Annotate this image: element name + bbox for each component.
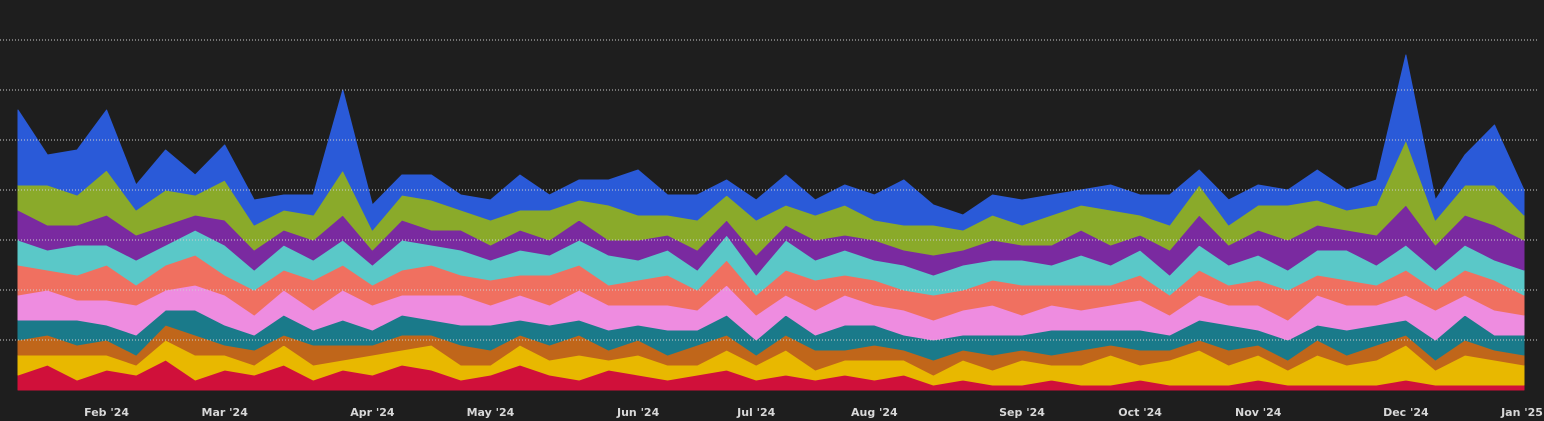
x-tick-label: Feb '24 — [84, 406, 129, 419]
x-tick-label: Jun '24 — [616, 406, 660, 419]
x-tick-label: May '24 — [467, 406, 515, 419]
x-tick-label: Aug '24 — [851, 406, 898, 419]
x-tick-label: Mar '24 — [202, 406, 249, 419]
x-tick-label: Apr '24 — [350, 406, 395, 419]
x-tick-label: Jul '24 — [736, 406, 776, 419]
x-tick-label: Oct '24 — [1118, 406, 1162, 419]
area — [17, 54, 1525, 231]
x-tick-label: Sep '24 — [999, 406, 1045, 419]
x-tick-label: Dec '24 — [1383, 406, 1429, 419]
x-tick-label: Nov '24 — [1235, 406, 1282, 419]
x-tick-label: Jan '25 — [1500, 406, 1543, 419]
